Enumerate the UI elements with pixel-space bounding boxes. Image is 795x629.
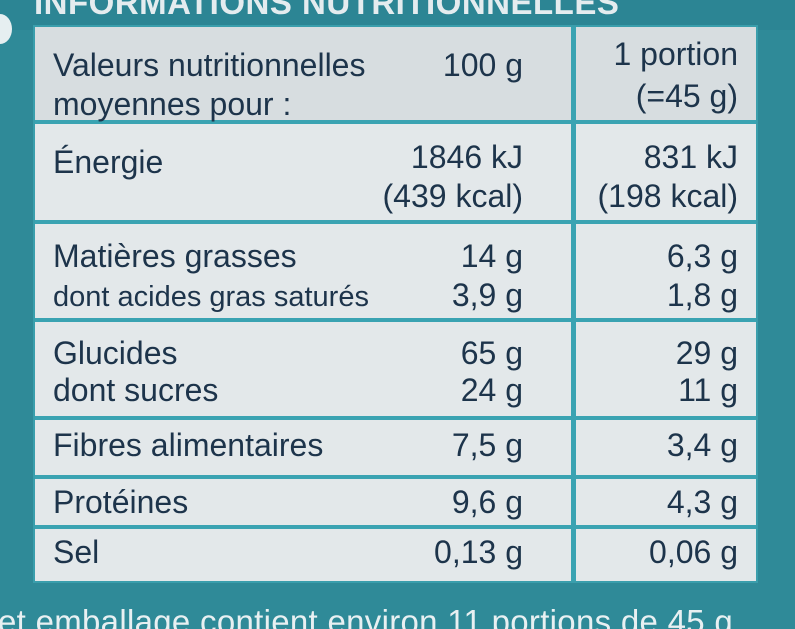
- fat-portion: 6,3 g: [666, 238, 738, 274]
- fibre-label: Fibres alimentaires: [53, 427, 324, 463]
- protein-100g: 9,6 g: [451, 484, 523, 520]
- header-label-line2: moyennes pour :: [53, 86, 292, 122]
- nutrition-table: Valeurs nutritionnelles moyennes pour : …: [33, 25, 758, 583]
- energy-kj-100g: 1846 kJ: [410, 139, 523, 175]
- protein-label: Protéines: [53, 484, 189, 520]
- header-col-portion-line2: (=45 g): [635, 78, 738, 114]
- carbs-portion: 29 g: [675, 335, 738, 371]
- column-divider: [571, 224, 576, 318]
- column-divider: [571, 27, 576, 120]
- fibre-100g: 7,5 g: [451, 427, 523, 463]
- column-divider: [571, 322, 576, 416]
- table-row-carbs: Glucides 65 g 29 g dont sucres 24 g 11 g: [35, 322, 756, 420]
- table-row-salt: Sel 0,13 g 0,06 g: [35, 529, 756, 581]
- salt-label: Sel: [53, 534, 100, 570]
- energy-kcal-portion: (198 kcal): [597, 178, 739, 214]
- saturated-fat-portion: 1,8 g: [666, 277, 738, 313]
- sugars-portion: 11 g: [678, 372, 738, 408]
- sugars-100g: 24 g: [460, 372, 523, 408]
- column-divider: [571, 529, 576, 581]
- salt-100g: 0,13 g: [434, 534, 523, 570]
- table-row-fibre: Fibres alimentaires 7,5 g 3,4 g: [35, 420, 756, 479]
- saturated-fat-100g: 3,9 g: [451, 277, 523, 313]
- portions-footer: et emballage contient environ 11 portion…: [0, 603, 734, 629]
- energy-label: Énergie: [53, 144, 164, 180]
- table-row-fat: Matières grasses 14 g 6,3 g dont acides …: [35, 224, 756, 322]
- decorative-dot: [0, 14, 12, 44]
- table-row-energy: Énergie 1846 kJ (439 kcal) 831 kJ (198 k…: [35, 124, 756, 224]
- sugars-label: dont sucres: [53, 372, 219, 408]
- carbs-100g: 65 g: [460, 335, 523, 371]
- fat-label: Matières grasses: [53, 238, 297, 274]
- protein-portion: 4,3 g: [666, 484, 738, 520]
- salt-portion: 0,06 g: [649, 534, 738, 570]
- column-divider: [571, 420, 576, 475]
- carbs-label: Glucides: [53, 335, 178, 371]
- energy-kcal-100g: (439 kcal): [382, 178, 524, 214]
- header-col-100g: 100 g: [442, 47, 523, 83]
- energy-kj-portion: 831 kJ: [643, 139, 738, 175]
- header-col-portion-line1: 1 portion: [613, 36, 738, 72]
- column-divider: [571, 124, 576, 220]
- header-label-line1: Valeurs nutritionnelles: [53, 47, 366, 83]
- column-divider: [571, 479, 576, 525]
- table-header-row: Valeurs nutritionnelles moyennes pour : …: [35, 27, 756, 124]
- fat-100g: 14 g: [460, 238, 523, 274]
- nutrition-heading: INFORMATIONS NUTRITIONNELLES: [34, 0, 620, 21]
- fibre-portion: 3,4 g: [666, 427, 738, 463]
- saturated-fat-label: dont acides gras saturés: [53, 281, 369, 313]
- table-row-protein: Protéines 9,6 g 4,3 g: [35, 479, 756, 529]
